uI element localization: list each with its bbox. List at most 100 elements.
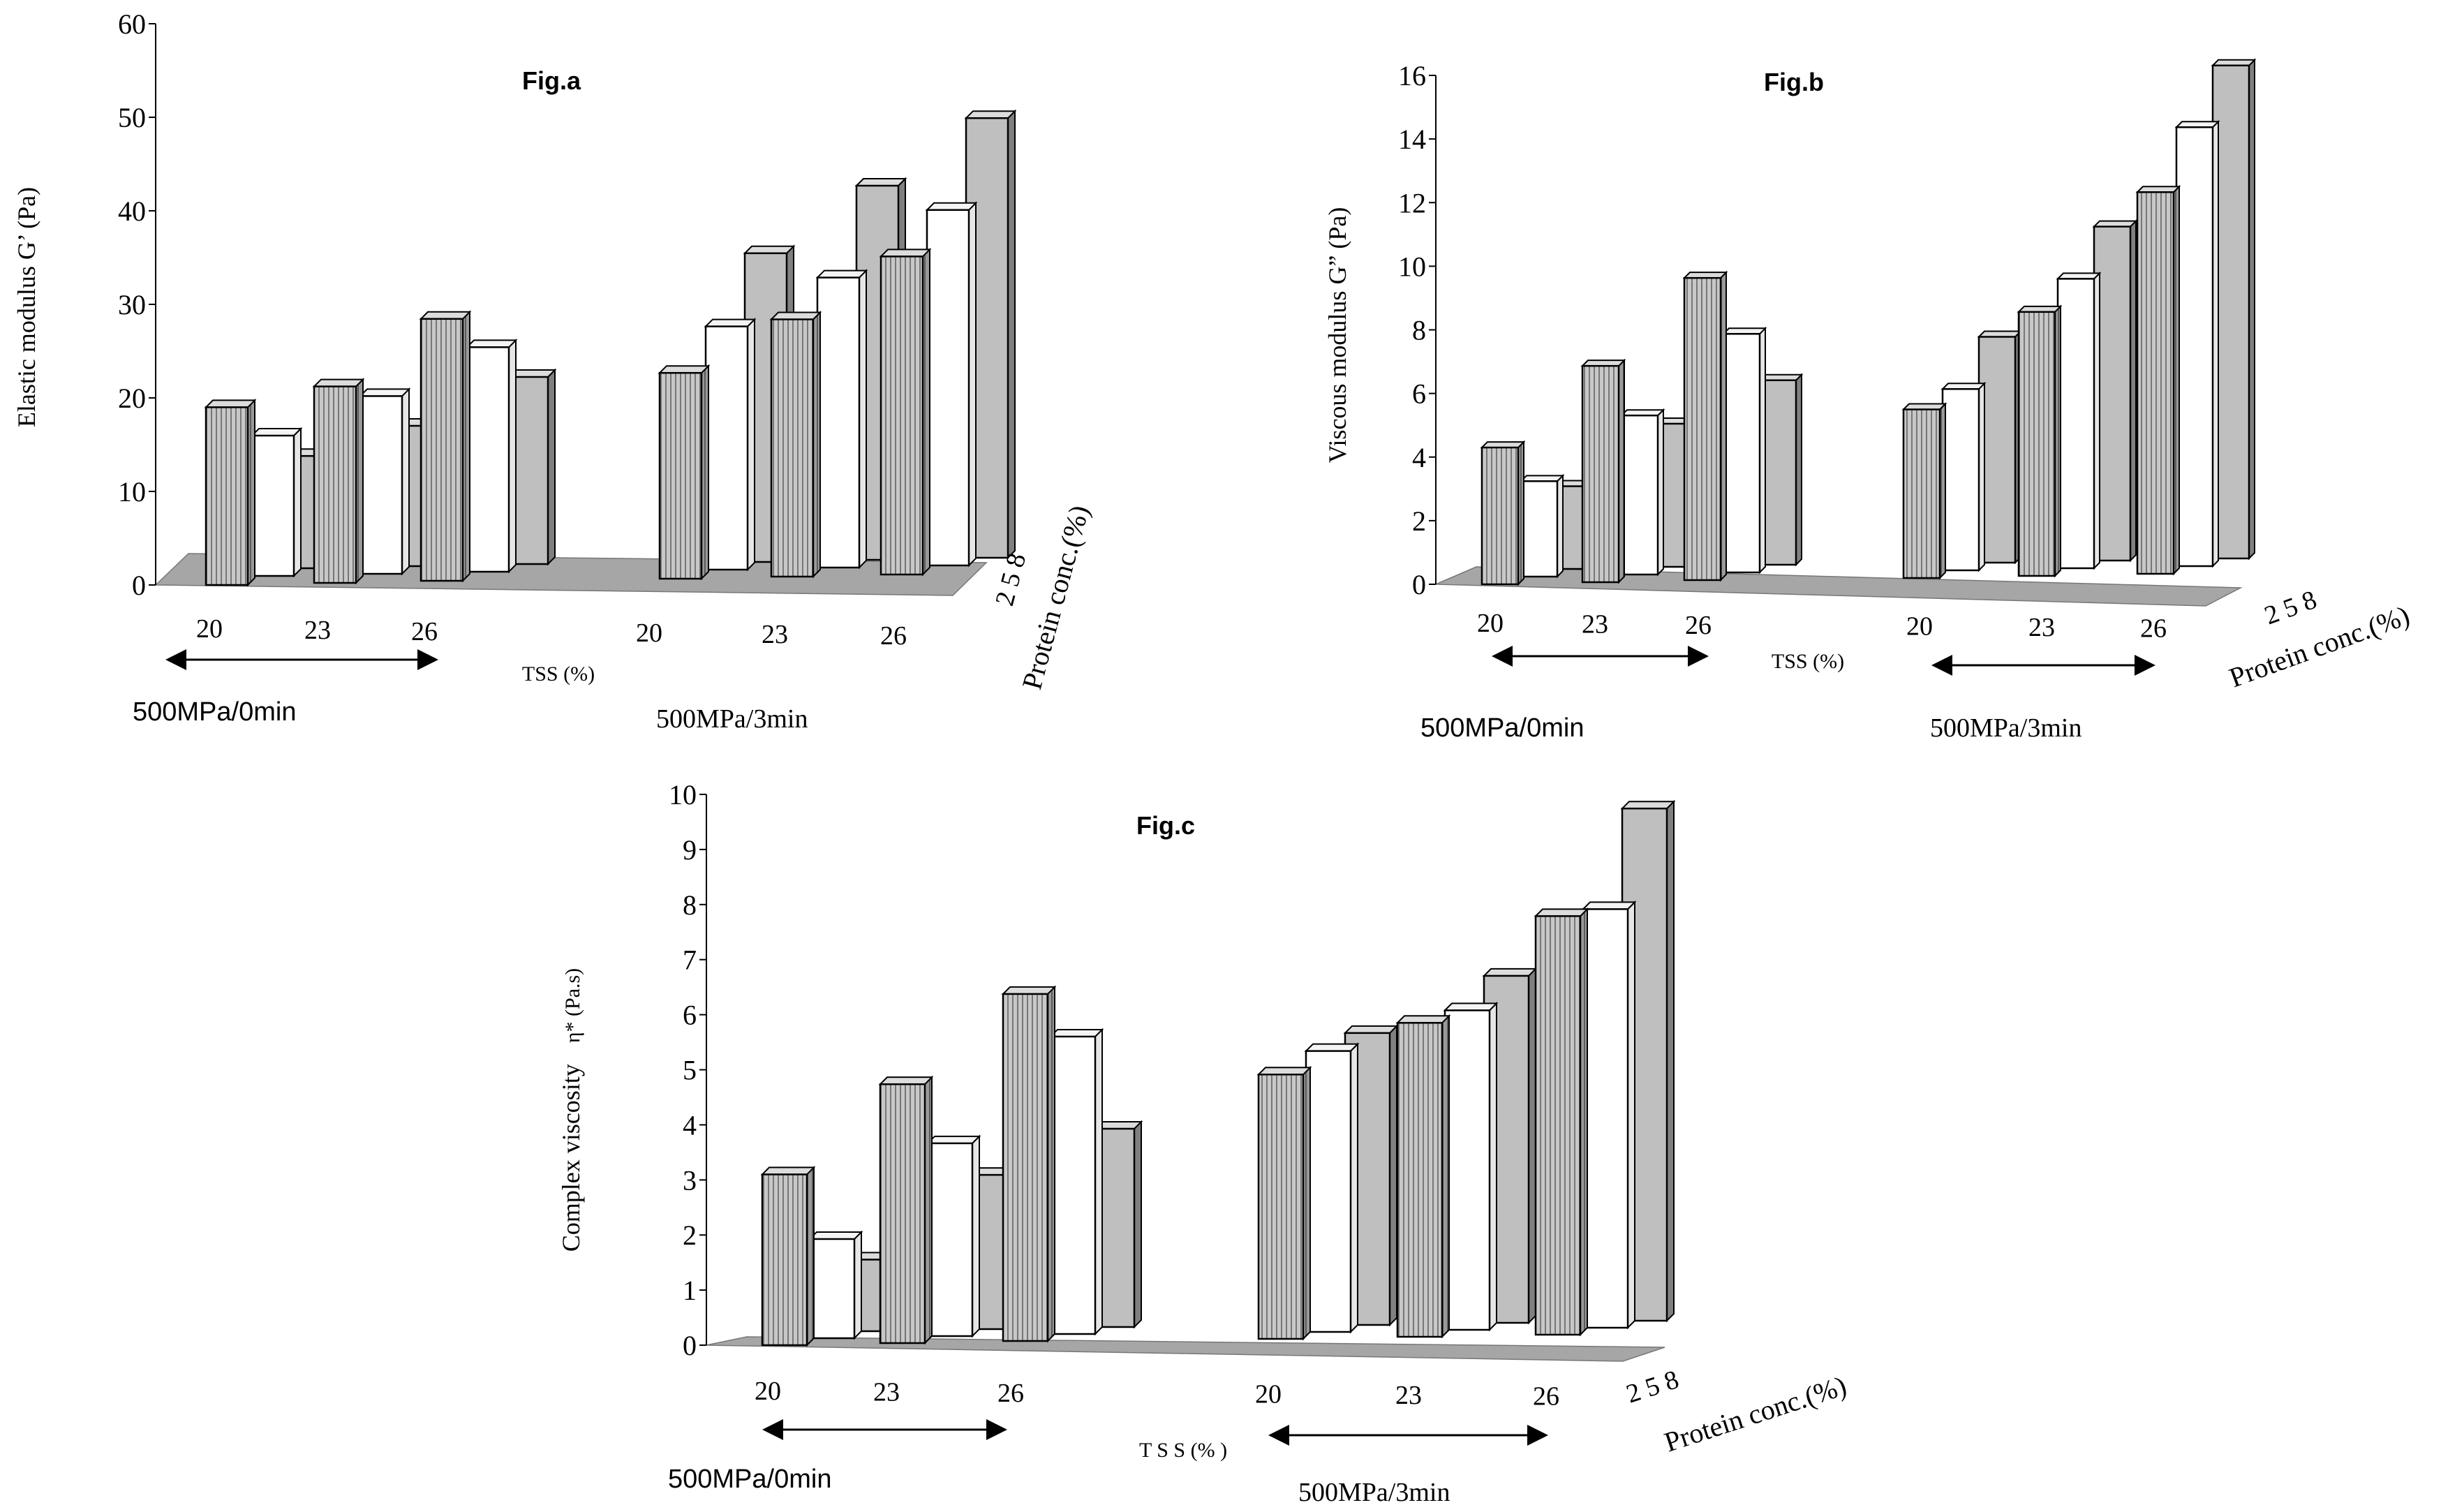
bar-c-s2-c4: [1395, 1014, 1451, 1339]
y-tick-label: 16: [1398, 60, 1426, 91]
bar-front: [420, 318, 464, 582]
bar-side: [812, 311, 821, 579]
bar-side: [968, 201, 977, 568]
bar-side: [1627, 900, 1635, 1330]
bar-side: [462, 310, 470, 583]
y-tick-label: 4: [1412, 442, 1426, 473]
bar-front: [1305, 1050, 1352, 1333]
bar-side: [1047, 985, 1055, 1343]
bar-top: [925, 202, 978, 211]
depth-axis-label: Protein conc.(%): [2225, 599, 2414, 693]
x-axis-label: T S S (% ): [1139, 1439, 1227, 1462]
bar-top: [1443, 1002, 1499, 1011]
bar-c-s2-c5: [1534, 907, 1589, 1337]
bar-side: [1441, 1014, 1450, 1339]
bar-side: [355, 378, 364, 585]
bar-front: [808, 1238, 856, 1340]
bar-top: [1395, 1015, 1451, 1024]
bar-front: [1049, 1035, 1097, 1335]
floor-plane: [1435, 566, 2243, 607]
x-tick-label: 26: [2140, 614, 2167, 644]
group-label-hold-3min: 500MPa/3min: [656, 704, 808, 734]
bar-side: [1007, 109, 1016, 560]
chart-b: 0 2 4 6 8 10 12 14 16 Fig.b Viscous modulus G” (Pa…: [1323, 58, 2414, 743]
y-tick-label: 7: [683, 944, 697, 976]
y-tick-label: 60: [118, 8, 146, 40]
depth-tick-labels: 2 5 8: [2261, 585, 2321, 630]
group-label-no-hold: 500MPa/0min: [668, 1465, 831, 1494]
bar-side: [247, 398, 255, 587]
bar-front: [1582, 908, 1629, 1329]
y-tick-label: 14: [1398, 124, 1426, 155]
bar-front: [1620, 414, 1659, 576]
bar-front: [816, 276, 861, 569]
x-tick-label: 20: [196, 614, 223, 644]
bar-b-s5-c1: [1619, 408, 1665, 577]
y-tick-label: 8: [1412, 315, 1426, 346]
bar-front: [658, 371, 703, 580]
bar-top: [658, 365, 711, 374]
y-tick-label: 30: [118, 289, 146, 320]
group-label-hold-3min: 500MPa/3min: [1930, 713, 2081, 743]
bar-a-s5-c4: [815, 269, 868, 570]
bar-a-s2-c0: [204, 398, 257, 587]
y-tick-label: 10: [118, 476, 146, 507]
bar-front: [879, 1083, 926, 1344]
x-tick-label: 20: [1906, 612, 1933, 642]
bar-a-s2-c1: [312, 378, 365, 585]
y-tick-label: 6: [683, 1000, 697, 1031]
bar-top: [1620, 801, 1676, 810]
floor-plane: [706, 1336, 1665, 1362]
y-axis-label: Complex viscosity η* (Pa.s): [557, 968, 585, 1252]
bar-front: [205, 406, 249, 586]
y-tick-label: 4: [683, 1109, 697, 1141]
bar-side: [1389, 1024, 1397, 1327]
bar-top: [1048, 1028, 1104, 1037]
chart-a: 0 10 20 30 40 50 60 Fig.a Elastic modulus G’ (Pa…: [13, 8, 1095, 734]
bar-front: [2017, 311, 2056, 577]
bar-top: [815, 269, 868, 279]
bar-a-s5-c0: [250, 427, 303, 578]
x-axis-label: TSS (%): [522, 662, 595, 685]
bar-front: [1534, 915, 1582, 1336]
bar-front: [926, 1142, 974, 1337]
bar-top: [312, 378, 365, 387]
x-tick-label: 26: [1533, 1382, 1559, 1411]
bar-front: [1902, 408, 1941, 579]
bar-front: [251, 434, 295, 577]
bar-front: [926, 209, 970, 567]
bar-c-s2-c3: [1256, 1065, 1312, 1341]
bar-top: [1256, 1067, 1312, 1076]
bar-b-s5-c0: [1519, 473, 1565, 579]
x-tick-label: 26: [1685, 611, 1712, 640]
x-tick-label: 23: [1582, 610, 1608, 639]
x-tick-label: 20: [755, 1377, 781, 1406]
y-tick-label: 9: [683, 834, 697, 866]
bar-top: [1482, 968, 1538, 977]
y-axis-label: Elastic modulus G’ (Pa): [13, 187, 40, 427]
bar-side: [1094, 1028, 1103, 1336]
bar-top: [1001, 986, 1057, 995]
bar-a-s2-c3: [658, 364, 711, 581]
y-tick-label: 40: [118, 195, 146, 227]
x-tick-label: 23: [304, 616, 331, 645]
x-tick-label: 20: [1477, 609, 1504, 638]
bar-front: [2056, 278, 2095, 570]
bar-side: [401, 387, 410, 576]
bar-top: [854, 178, 907, 186]
bar-top: [250, 428, 303, 436]
bar-side: [547, 368, 556, 566]
bar-front: [1941, 388, 1980, 572]
bar-c-s2-c2: [1001, 985, 1057, 1343]
bar-side: [854, 1230, 862, 1340]
y-tick-label: 10: [1398, 251, 1426, 282]
bar-side: [806, 1165, 815, 1347]
x-tick-label: 23: [762, 620, 788, 649]
bar-top: [808, 1231, 863, 1240]
bar-c-s5-c5: [1581, 900, 1637, 1330]
bar-top: [878, 1076, 934, 1085]
bar-b-s5-c2: [1721, 326, 1767, 575]
group-label-no-hold: 500MPa/0min: [133, 697, 296, 727]
x-tick-label: 23: [1395, 1381, 1422, 1410]
